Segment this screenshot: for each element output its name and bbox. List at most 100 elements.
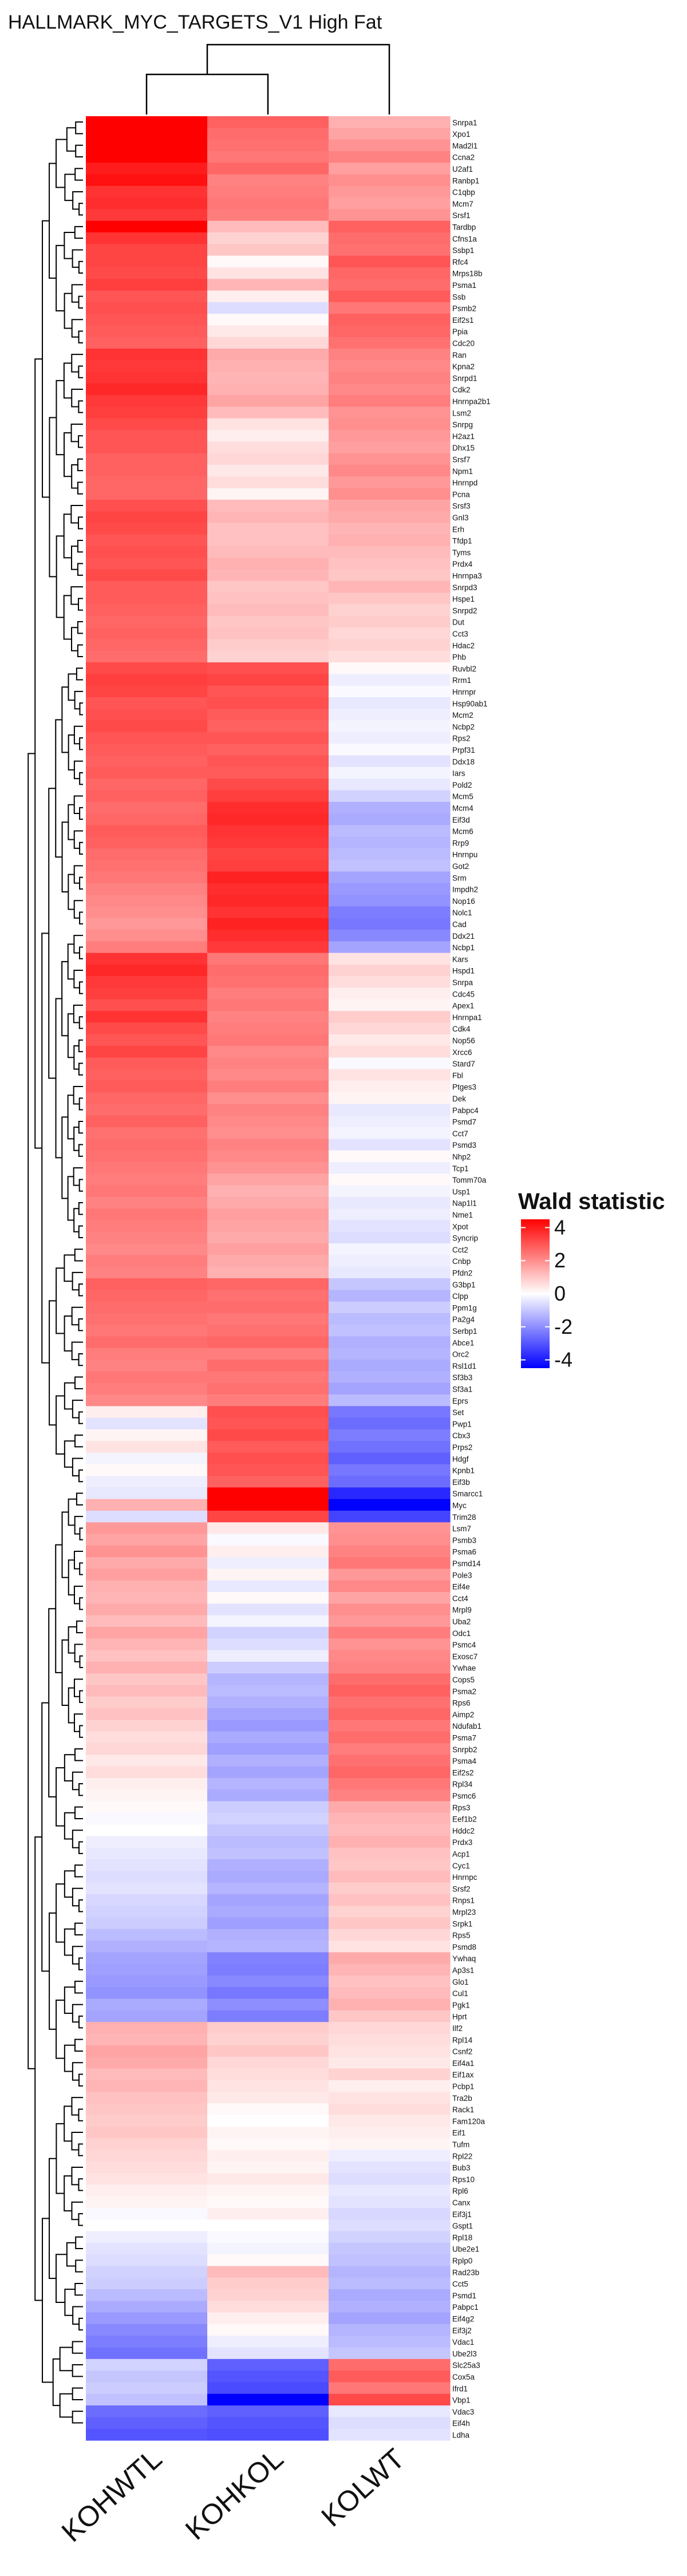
heatmap-cell <box>329 2428 451 2441</box>
row-label: Snrpd2 <box>452 606 477 615</box>
row-label: Srpk1 <box>452 1919 472 1928</box>
heatmap-cell <box>86 1290 208 1302</box>
heatmap-cell <box>329 1789 451 1802</box>
row-label: Rps2 <box>452 734 471 743</box>
heatmap-cell <box>329 2080 451 2092</box>
row-label: C1qbp <box>452 188 475 197</box>
heatmap-cell <box>86 1080 208 1093</box>
heatmap-cell <box>86 860 208 872</box>
legend-tick-label: 0 <box>554 1282 566 1305</box>
heatmap-cell <box>86 267 208 279</box>
dendrogram-branch <box>78 2108 83 2121</box>
heatmap-cell <box>207 418 329 430</box>
heatmap-cell <box>329 2231 451 2243</box>
row-label: Tfdp1 <box>452 537 472 546</box>
heatmap-cell <box>86 1220 208 1232</box>
heatmap-cell <box>329 1348 451 1360</box>
heatmap-cell <box>329 1441 451 1453</box>
dendrogram-branch <box>64 2105 72 2142</box>
heatmap-cell <box>207 964 329 977</box>
heatmap-cell <box>329 151 451 163</box>
row-label: Npm1 <box>452 467 473 476</box>
heatmap-cell <box>207 302 329 314</box>
heatmap-cell <box>207 1941 329 1953</box>
heatmap-cell <box>86 1522 208 1535</box>
heatmap-cell <box>207 337 329 349</box>
row-label: Prdx3 <box>452 1838 472 1847</box>
heatmap-cell <box>329 906 451 919</box>
row-label: Cad <box>452 920 467 929</box>
dendrogram-branch <box>63 513 72 559</box>
dendrogram-branch <box>55 719 62 858</box>
heatmap-cell <box>86 1011 208 1023</box>
heatmap-cell <box>329 1696 451 1709</box>
heatmap-cell <box>207 1499 329 1511</box>
heatmap-cell <box>207 1382 329 1395</box>
row-label: Apex1 <box>452 1002 474 1010</box>
heatmap-cell <box>207 1092 329 1105</box>
heatmap-cell <box>86 1208 208 1221</box>
heatmap-cell <box>329 2184 451 2197</box>
dendrogram-branch <box>59 2393 73 2418</box>
heatmap-cell <box>207 1627 329 1639</box>
heatmap-cell <box>329 1568 451 1581</box>
row-label: Srsf2 <box>452 1884 471 1893</box>
heatmap-cell <box>207 488 329 500</box>
row-label: Mcm5 <box>452 792 473 801</box>
heatmap-cell <box>329 174 451 187</box>
heatmap-cell <box>329 1673 451 1686</box>
heatmap-cell <box>207 1685 329 1697</box>
dendrogram-branch <box>64 1254 75 1282</box>
dendrogram-branch <box>78 1353 83 1366</box>
dendrogram-branch <box>79 1527 83 1540</box>
dendrogram-branch <box>68 1498 77 1526</box>
heatmap-cell <box>207 1812 329 1825</box>
heatmap-cell <box>86 1998 208 2011</box>
heatmap-cell <box>329 1022 451 1035</box>
heatmap-cell <box>86 406 208 419</box>
heatmap-cell <box>207 2208 329 2220</box>
heatmap-cell <box>86 197 208 210</box>
heatmap-cell <box>329 302 451 314</box>
heatmap-cell <box>207 209 329 222</box>
row-label: Eif4e <box>452 1583 470 1591</box>
dendrogram-branch <box>72 191 83 210</box>
row-label: Srsf3 <box>452 502 471 511</box>
heatmap-cell <box>86 2161 208 2174</box>
heatmap-cell <box>207 430 329 442</box>
heatmap-cell <box>329 2138 451 2151</box>
row-label: Impdh2 <box>452 886 478 894</box>
dendrogram-branch <box>68 1687 74 1724</box>
heatmap-cell <box>329 1511 451 1523</box>
row-label: Pabpc1 <box>452 2303 479 2312</box>
heatmap-cell <box>329 592 451 605</box>
dendrogram-branch <box>71 546 78 570</box>
heatmap-cell <box>86 2289 208 2301</box>
dendrogram-branch <box>64 1754 75 1781</box>
heatmap-cell <box>329 1487 451 1500</box>
heatmap-cell <box>86 1150 208 1163</box>
heatmap-cell <box>207 1220 329 1232</box>
dendrogram-branch <box>78 1957 83 1970</box>
dendrogram-branch <box>72 1887 83 1907</box>
dendrogram-branch <box>73 1086 83 1105</box>
dendrogram-branch <box>76 667 83 681</box>
heatmap-cell <box>329 1382 451 1395</box>
heatmap-cell <box>207 953 329 965</box>
row-label: Tomm70a <box>452 1176 487 1184</box>
row-label: Ssb <box>452 293 465 301</box>
heatmap-cell <box>207 2080 329 2092</box>
row-label: Eif2s2 <box>452 1768 474 1777</box>
dendrogram-branch <box>64 2289 76 2316</box>
heatmap-cell <box>329 779 451 791</box>
row-label: Slc25a3 <box>452 2361 480 2370</box>
dendrogram-branch <box>55 1544 62 1673</box>
heatmap-cell <box>329 976 451 989</box>
row-label: Ywhaq <box>452 1954 476 1963</box>
heatmap-cell <box>207 2150 329 2162</box>
heatmap-cell <box>207 1115 329 1128</box>
heatmap-cell <box>207 2161 329 2174</box>
heatmap-cell <box>207 1139 329 1151</box>
heatmap-cell <box>86 534 208 547</box>
dendrogram-branch <box>74 226 83 239</box>
